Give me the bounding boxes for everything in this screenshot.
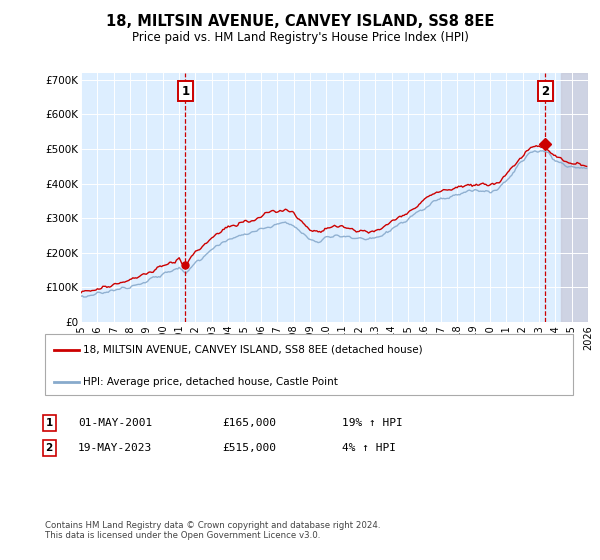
Text: 4% ↑ HPI: 4% ↑ HPI	[342, 443, 396, 453]
Text: 1: 1	[46, 418, 53, 428]
Text: Contains HM Land Registry data © Crown copyright and database right 2024.
This d: Contains HM Land Registry data © Crown c…	[45, 521, 380, 540]
Text: 01-MAY-2001: 01-MAY-2001	[78, 418, 152, 428]
Text: 18, MILTSIN AVENUE, CANVEY ISLAND, SS8 8EE (detached house): 18, MILTSIN AVENUE, CANVEY ISLAND, SS8 8…	[83, 345, 422, 355]
Text: £515,000: £515,000	[222, 443, 276, 453]
Text: £165,000: £165,000	[222, 418, 276, 428]
Text: HPI: Average price, detached house, Castle Point: HPI: Average price, detached house, Cast…	[83, 377, 338, 388]
Text: 2: 2	[541, 85, 549, 98]
Text: 19-MAY-2023: 19-MAY-2023	[78, 443, 152, 453]
Text: 19% ↑ HPI: 19% ↑ HPI	[342, 418, 403, 428]
Text: 18, MILTSIN AVENUE, CANVEY ISLAND, SS8 8EE: 18, MILTSIN AVENUE, CANVEY ISLAND, SS8 8…	[106, 14, 494, 29]
Bar	[560, 73, 588, 322]
Text: 2: 2	[46, 443, 53, 453]
Text: 1: 1	[181, 85, 190, 98]
Text: Price paid vs. HM Land Registry's House Price Index (HPI): Price paid vs. HM Land Registry's House …	[131, 31, 469, 44]
